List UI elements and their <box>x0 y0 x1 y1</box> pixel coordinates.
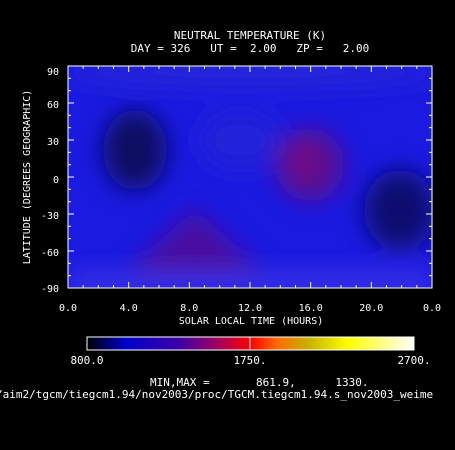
cool-region-night <box>364 170 432 250</box>
y-tick-label: 30 <box>47 137 59 148</box>
x-tick-label: 12.0 <box>238 303 262 314</box>
x-tick-labels: 0.0 4.0 8.0 12.0 16.0 20.0 0.0 <box>59 303 441 314</box>
x-axis-label: SOLAR LOCAL TIME (HOURS) <box>179 316 324 327</box>
chart-subtitle: DAY = 326 UT = 2.00 ZP = 2.00 <box>130 42 370 55</box>
polar-band-north <box>68 66 432 86</box>
x-tick-label: 8.0 <box>180 303 198 314</box>
minmax-readout: MIN,MAX = 861.9, 1330. <box>150 376 369 389</box>
colorbar-max-label: 2700. <box>397 354 430 367</box>
y-tick-label: 90 <box>47 67 59 78</box>
cool-region-dawn <box>103 110 167 190</box>
x-tick-label: 0.0 <box>423 303 441 314</box>
cool-region-mid <box>200 110 280 170</box>
colorbar-min-label: 800.0 <box>70 354 103 367</box>
warm-region-afternoon-core <box>284 138 320 182</box>
y-tick-label: -60 <box>41 248 59 259</box>
polar-band-south <box>68 272 432 288</box>
y-tick-label: 0 <box>53 175 59 186</box>
footer-file-path: /aim2/tgcm/tiegcm1.94/nov2003/proc/TGCM.… <box>0 389 434 401</box>
y-axis-label: LATITUDE (DEGREES GEOGRAPHIC) <box>22 90 33 265</box>
y-tick-label: -90 <box>41 284 59 295</box>
x-tick-label: 16.0 <box>299 303 323 314</box>
y-tick-label: -30 <box>41 211 59 222</box>
y-tick-labels: 90 60 30 0 -30 -60 -90 <box>41 67 59 295</box>
x-tick-label: 0.0 <box>59 303 77 314</box>
x-tick-label: 20.0 <box>359 303 383 314</box>
heatmap-field <box>68 66 432 288</box>
warm-region-morning <box>110 208 280 288</box>
y-tick-label: 60 <box>47 100 59 111</box>
colorbar-mid-label: 1750. <box>233 354 266 367</box>
heatmap-blobs <box>68 66 432 288</box>
x-tick-label: 4.0 <box>120 303 138 314</box>
axis-ticks <box>67 65 433 289</box>
chart-title: NEUTRAL TEMPERATURE (K) <box>173 29 327 42</box>
